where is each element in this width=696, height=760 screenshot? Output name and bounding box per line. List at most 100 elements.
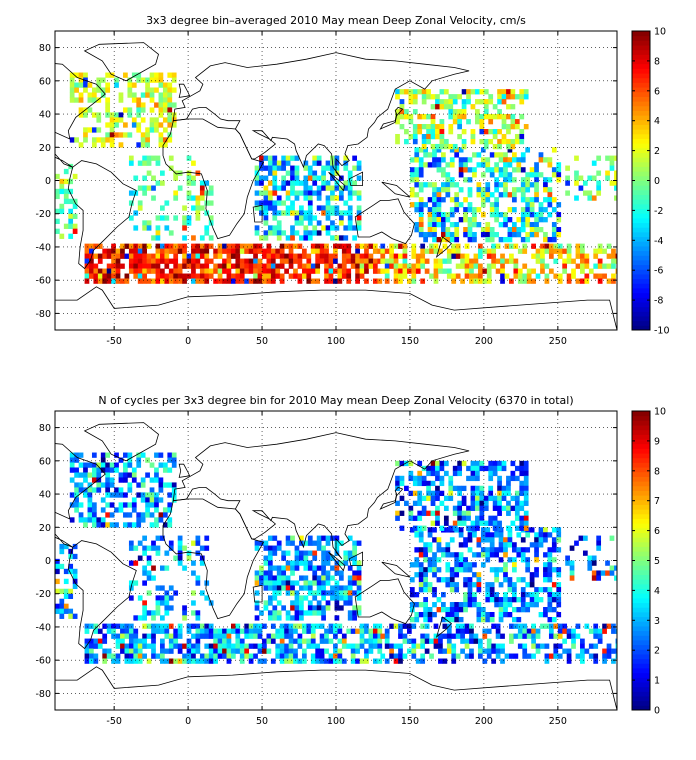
heatmap-cell	[310, 653, 316, 659]
heatmap-cell	[494, 187, 499, 193]
heatmap-cell	[442, 243, 448, 249]
heatmap-cell	[270, 273, 276, 279]
heatmap-cell	[531, 278, 536, 284]
heatmap-cell	[457, 470, 463, 477]
heatmap-cell	[137, 248, 143, 254]
heatmap-cell	[507, 537, 513, 543]
heatmap-cell	[55, 568, 60, 575]
heatmap-cell	[458, 557, 464, 563]
heatmap-cell	[324, 628, 329, 634]
heatmap-cell	[146, 610, 152, 616]
heatmap-cell	[615, 638, 617, 644]
heatmap-cell	[334, 225, 340, 231]
heatmap-cell	[495, 268, 501, 274]
heatmap-cell	[204, 580, 210, 586]
heatmap-cell	[463, 597, 468, 603]
heatmap-cell	[158, 482, 164, 488]
heatmap-cell	[307, 190, 313, 196]
heatmap-cell	[114, 132, 119, 138]
coastline	[435, 236, 452, 259]
heatmap-cell	[263, 600, 269, 606]
heatmap-cell	[516, 231, 522, 238]
heatmap-cell	[334, 600, 340, 606]
heatmap-cell	[127, 482, 133, 488]
heatmap-cell	[368, 628, 374, 634]
heatmap-cell	[408, 510, 414, 516]
heatmap-cell	[208, 648, 214, 654]
heatmap-cell	[562, 258, 568, 264]
heatmap-cell	[343, 585, 349, 591]
heatmap-cell	[140, 132, 146, 138]
heatmap-cell	[615, 268, 617, 274]
y-tick-label: -80	[35, 309, 51, 320]
heatmap-cell	[253, 243, 258, 249]
colorbar-tick-label: 0	[654, 706, 660, 717]
heatmap-cell	[517, 628, 523, 634]
heatmap-cell	[421, 99, 427, 105]
heatmap-cell	[464, 623, 470, 629]
heatmap-cell	[155, 268, 161, 274]
heatmap-cell	[136, 517, 142, 523]
heatmap-cell	[356, 605, 362, 611]
heatmap-cell	[480, 172, 486, 178]
heatmap-cell	[182, 605, 187, 611]
heatmap-cell	[489, 592, 495, 598]
heatmap-cell	[446, 643, 452, 649]
heatmap-cell	[442, 648, 448, 654]
heatmap-cell	[333, 633, 338, 639]
x-tick-label: 0	[185, 336, 191, 347]
heatmap-cell	[544, 263, 550, 269]
heatmap-cell	[106, 278, 112, 284]
y-tick-label: 0	[45, 176, 51, 187]
heatmap-cell	[149, 497, 155, 503]
heatmap-cell	[472, 212, 477, 218]
heatmap-cell	[350, 258, 356, 264]
heatmap-cell	[155, 225, 161, 231]
heatmap-cell	[445, 231, 451, 238]
heatmap-cell	[467, 157, 473, 163]
heatmap-cell	[591, 560, 597, 566]
heatmap-cell	[436, 192, 442, 198]
heatmap-cell	[109, 462, 115, 468]
heatmap-cell	[78, 517, 84, 523]
heatmap-cell	[140, 512, 146, 518]
heatmap-cell	[472, 602, 477, 608]
heatmap-cell	[259, 205, 264, 211]
heatmap-cell	[606, 623, 612, 629]
heatmap-cell	[248, 243, 254, 249]
heatmap-cell	[133, 545, 139, 551]
heatmap-cell	[443, 99, 449, 105]
heatmap-cell	[158, 122, 164, 128]
heatmap-cell	[494, 207, 499, 213]
heatmap-cell	[500, 648, 505, 654]
heatmap-cell	[418, 552, 424, 558]
heatmap-cell	[514, 495, 520, 501]
heatmap-cell	[303, 540, 309, 546]
heatmap-cell	[557, 643, 563, 649]
heatmap-cell	[328, 628, 334, 634]
heatmap-cell	[146, 185, 152, 191]
heatmap-cell	[494, 197, 499, 203]
heatmap-cell	[497, 525, 502, 531]
heatmap-cell	[513, 243, 519, 249]
heatmap-cell	[525, 212, 531, 218]
heatmap-cell	[519, 99, 525, 105]
heatmap-cell	[100, 517, 106, 523]
heatmap-cell	[96, 472, 102, 478]
heatmap-cell	[412, 109, 418, 115]
heatmap-cell	[519, 129, 525, 135]
heatmap-cell	[507, 532, 513, 538]
heatmap-cell	[580, 658, 585, 664]
heatmap-cell	[457, 515, 463, 521]
heatmap-cell	[520, 607, 526, 613]
heatmap-cell	[584, 253, 590, 259]
heatmap-cell	[441, 167, 446, 173]
heatmap-cell	[267, 155, 273, 161]
heatmap-cell	[467, 567, 473, 573]
heatmap-cell	[454, 582, 460, 588]
heatmap-cell	[556, 172, 562, 178]
heatmap-cell	[324, 248, 329, 254]
heatmap-cell	[497, 89, 502, 95]
heatmap-cell	[239, 643, 245, 649]
heatmap-cell	[217, 633, 223, 639]
